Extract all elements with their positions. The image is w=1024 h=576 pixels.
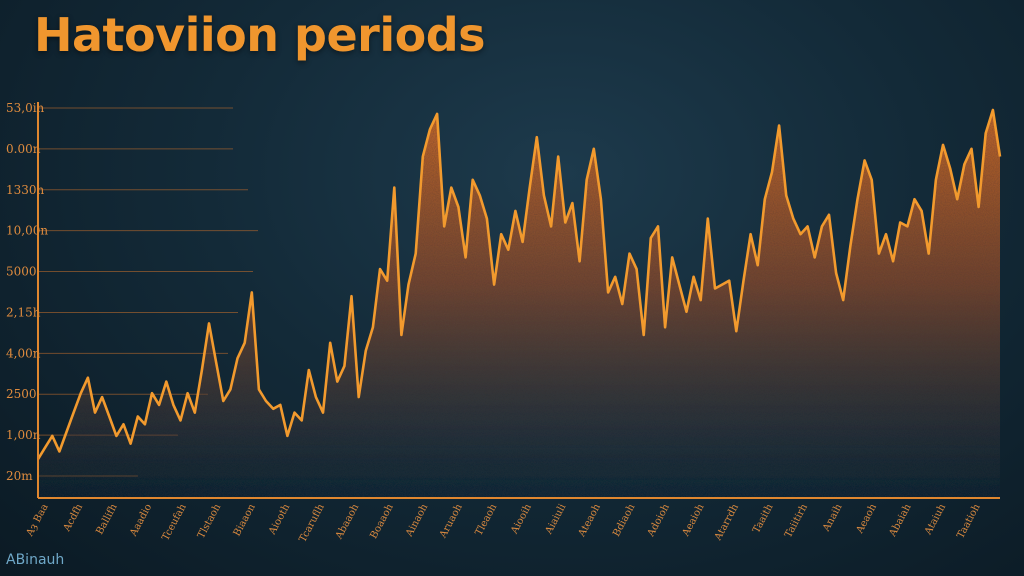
x-tick-label: Acdfh <box>61 502 85 534</box>
x-tick-label: Aiooih <box>509 502 535 537</box>
x-tick-label: Taaith <box>751 502 776 535</box>
y-tick-label: 1,00n <box>6 428 41 442</box>
x-tick-label: Bdiaoh <box>611 502 638 539</box>
x-tick-label: Taiitirh <box>783 502 810 540</box>
x-tick-label: Ainaoh <box>404 502 431 540</box>
series-area <box>38 110 1000 498</box>
x-tick-label: Aeaoh <box>854 502 879 536</box>
y-tick-label: 5000 <box>6 265 37 279</box>
x-tick-label: Ballifh <box>94 502 119 537</box>
x-tick-label: Aiaiuli <box>543 502 568 537</box>
x-tick-label: Biaaon <box>232 502 258 539</box>
y-axis-ticks: 53,0in 0.00n 1330h 10,00n 5000 2,15h 4,00n 2500… <box>6 101 48 483</box>
x-tick-label: Aiooth <box>267 502 293 538</box>
x-tick-label: Tlstaoh <box>196 502 224 541</box>
x-tick-label: Tleaoh <box>474 502 500 538</box>
y-tick-label: 1330h <box>6 183 45 197</box>
x-tick-label: Ateaoh <box>576 502 603 540</box>
x-tick-label: Tceufah <box>160 502 189 543</box>
x-tick-label: Tcaruflh <box>297 502 327 545</box>
y-tick-label: 2500 <box>6 387 37 401</box>
x-tick-label: Abaiah <box>887 502 914 540</box>
series-line <box>36 108 1002 460</box>
x-tick-label: Abaaoh <box>333 502 361 542</box>
x-tick-label: Atarrdh <box>712 502 741 543</box>
x-tick-label: Adoioh <box>645 502 672 540</box>
x-tick-label: Aruaoh <box>437 502 465 541</box>
x-axis-ticks: Aȝ Baa Acdfh Ballifh Aaadio Tceufah Tlstaoh Bi… <box>24 502 983 545</box>
y-tick-label: 4,00n <box>6 346 41 360</box>
y-tick-label: 20m <box>6 469 33 483</box>
x-tick-label: Taatioh <box>955 502 983 541</box>
x-tick-label: Boaaoh <box>368 502 396 541</box>
x-tick-label: Ataiuh <box>922 502 948 538</box>
chart-title: Hatoviion periods <box>34 8 486 62</box>
x-tick-label: Aȝ Baa <box>24 502 51 539</box>
y-tick-label: 53,0in <box>6 101 45 115</box>
y-tick-label: 2,15h <box>6 305 41 319</box>
corner-label: ABinauh <box>6 552 65 568</box>
y-tick-label: 10,00n <box>6 224 48 238</box>
x-tick-label: Anaih <box>821 502 845 534</box>
y-tick-label: 0.00n <box>6 142 41 156</box>
x-tick-label: Aaadio <box>128 502 155 539</box>
x-tick-label: Aeaioh <box>680 502 707 539</box>
